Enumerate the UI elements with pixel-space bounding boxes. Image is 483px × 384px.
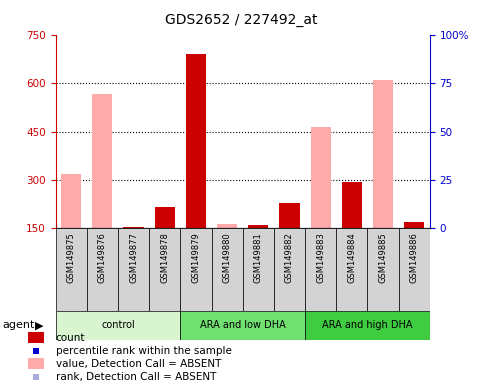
Bar: [373, 80, 393, 228]
Bar: [61, 174, 81, 228]
Bar: [305, 311, 430, 340]
Bar: [212, 228, 242, 311]
Text: ARA and low DHA: ARA and low DHA: [200, 320, 285, 331]
Bar: [398, 228, 430, 311]
Text: GSM149879: GSM149879: [191, 233, 200, 283]
Text: GSM149883: GSM149883: [316, 233, 325, 283]
Text: ARA and high DHA: ARA and high DHA: [322, 320, 413, 331]
Bar: [56, 311, 180, 340]
Bar: [336, 228, 368, 311]
Text: count: count: [56, 333, 85, 343]
Bar: [186, 54, 206, 228]
Text: percentile rank within the sample: percentile rank within the sample: [56, 346, 231, 356]
Bar: [149, 228, 180, 311]
Bar: [56, 228, 87, 311]
Bar: [217, 223, 237, 228]
Text: GSM149876: GSM149876: [98, 233, 107, 283]
Bar: [180, 228, 212, 311]
Text: agent: agent: [2, 320, 35, 331]
Text: GSM149877: GSM149877: [129, 233, 138, 283]
Text: rank, Detection Call = ABSENT: rank, Detection Call = ABSENT: [56, 372, 216, 382]
Bar: [279, 203, 299, 228]
Text: GSM149875: GSM149875: [67, 233, 76, 283]
Text: GSM149880: GSM149880: [223, 233, 232, 283]
Bar: [242, 228, 274, 311]
Bar: [368, 228, 398, 311]
Bar: [123, 227, 143, 228]
Bar: [274, 228, 305, 311]
Text: control: control: [101, 320, 135, 331]
Bar: [92, 94, 113, 228]
Text: GSM149885: GSM149885: [379, 233, 387, 283]
Bar: [87, 228, 118, 311]
Text: GSM149882: GSM149882: [285, 233, 294, 283]
Bar: [155, 207, 175, 228]
Bar: [342, 182, 362, 228]
Bar: [118, 228, 149, 311]
Bar: [180, 311, 305, 340]
Bar: [248, 225, 269, 228]
Bar: [28, 358, 44, 369]
Text: GSM149884: GSM149884: [347, 233, 356, 283]
Bar: [305, 228, 336, 311]
Text: GSM149886: GSM149886: [410, 233, 419, 283]
Text: ▶: ▶: [35, 320, 43, 331]
Text: GSM149878: GSM149878: [160, 233, 169, 283]
Text: GSM149881: GSM149881: [254, 233, 263, 283]
Bar: [28, 332, 44, 343]
Bar: [404, 222, 425, 228]
Bar: [311, 127, 331, 228]
Text: GDS2652 / 227492_at: GDS2652 / 227492_at: [165, 13, 318, 27]
Text: value, Detection Call = ABSENT: value, Detection Call = ABSENT: [56, 359, 221, 369]
